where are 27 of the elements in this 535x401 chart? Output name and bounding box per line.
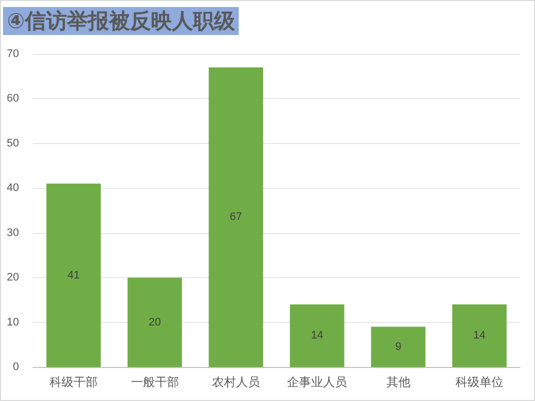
data-label: 14 bbox=[473, 330, 486, 342]
x-tick-label: 其他 bbox=[386, 375, 410, 389]
y-tick-label: 60 bbox=[6, 92, 19, 105]
x-tick-label: 一般干部 bbox=[130, 375, 179, 389]
y-tick-label: 30 bbox=[6, 226, 19, 239]
data-label: 14 bbox=[310, 330, 324, 342]
x-tick-label: 企事业人员 bbox=[287, 375, 348, 389]
bar bbox=[46, 184, 101, 367]
x-tick-label: 农村人员 bbox=[212, 375, 260, 389]
bar bbox=[208, 67, 264, 367]
y-tick-label: 10 bbox=[6, 316, 19, 328]
data-label: 41 bbox=[67, 269, 80, 282]
data-label: 67 bbox=[230, 211, 242, 224]
y-tick-label: 70 bbox=[6, 48, 19, 60]
bar bbox=[128, 278, 182, 367]
bar bbox=[371, 326, 426, 367]
x-tick-label: 科级单位 bbox=[455, 375, 504, 389]
data-label: 20 bbox=[148, 316, 161, 328]
x-tick-label: 科级干部 bbox=[50, 375, 98, 389]
data-label: 9 bbox=[395, 340, 402, 353]
chart-title: ④信访举报被反映人职级 bbox=[7, 9, 236, 33]
y-tick-label: 50 bbox=[6, 137, 19, 150]
y-tick-label: 40 bbox=[6, 182, 19, 194]
bar bbox=[290, 304, 344, 367]
y-tick-label: 0 bbox=[12, 361, 19, 373]
bar bbox=[452, 304, 507, 367]
y-tick-label: 20 bbox=[6, 272, 19, 284]
